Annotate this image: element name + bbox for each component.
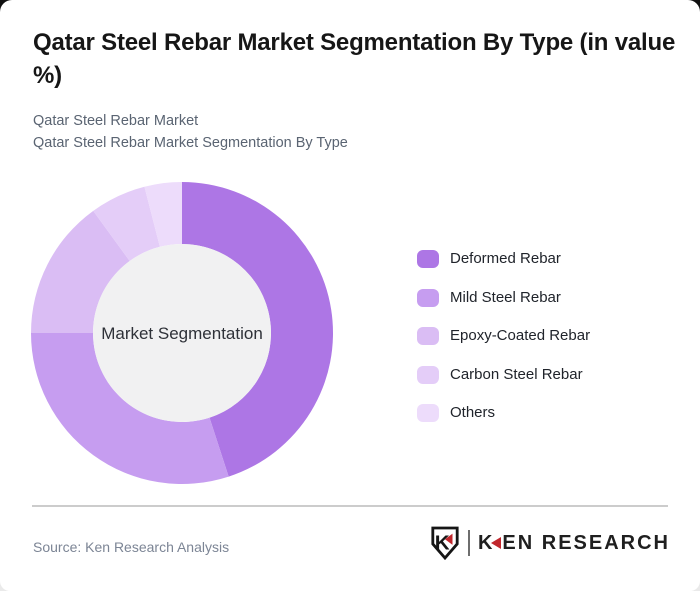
legend-label: Carbon Steel Rebar [450,365,583,383]
legend-item: Others [417,404,590,422]
donut-segment-0 [182,182,334,477]
logo-suffix: EN RESEARCH [502,531,670,554]
legend-label: Epoxy-Coated Rebar [450,327,591,344]
source-note: Source: Ken Research Analysis [33,539,230,555]
logo-prefix: K [477,531,495,554]
shield-red-triangle-icon [444,533,453,545]
legend-swatch [417,327,439,345]
donut-center-label: Market Segmentation [101,324,263,343]
donut-segment-4 [144,182,182,247]
shield-letter: K [435,532,450,555]
legend-label: Others [450,404,496,421]
legend-label: Mild Steel Rebar [450,288,561,306]
ken-research-logo: K K EN RESEARCH [430,526,670,560]
chart-subtitle: Qatar Steel Rebar Market Qatar Steel Reb… [33,110,348,154]
legend-swatch [417,250,439,268]
subtitle-line-2: Qatar Steel Rebar Market Segmentation By… [33,135,348,151]
legend: Deformed Rebar Mild Steel Rebar Epoxy-Coat… [417,250,590,422]
legend-swatch [417,288,439,307]
donut-segments [31,182,334,484]
legend-swatch [417,365,439,384]
legend-item: Epoxy-Coated Rebar [417,327,590,345]
red-triangle-icon [491,537,502,549]
legend-label: Deformed Rebar [450,250,561,267]
legend-swatch [417,404,439,422]
legend-item: Carbon Steel Rebar [417,365,590,384]
logo-divider [467,530,470,556]
subtitle-line-1: Qatar Steel Rebar Market [33,113,199,129]
page-title: Qatar Steel Rebar Market Segmentation By… [33,29,676,89]
logo-wordmark: K EN RESEARCH [478,532,670,555]
legend-item: Mild Steel Rebar [417,288,590,307]
donut-chart: Market Segmentation [31,182,334,484]
ken-research-shield-icon: K [431,526,459,560]
donut-hole [93,244,271,422]
donut-segment-1 [31,333,229,484]
donut-segment-2 [31,210,130,333]
footer-divider [32,505,668,507]
donut-segment-3 [93,186,160,261]
legend-item: Deformed Rebar [417,250,590,268]
